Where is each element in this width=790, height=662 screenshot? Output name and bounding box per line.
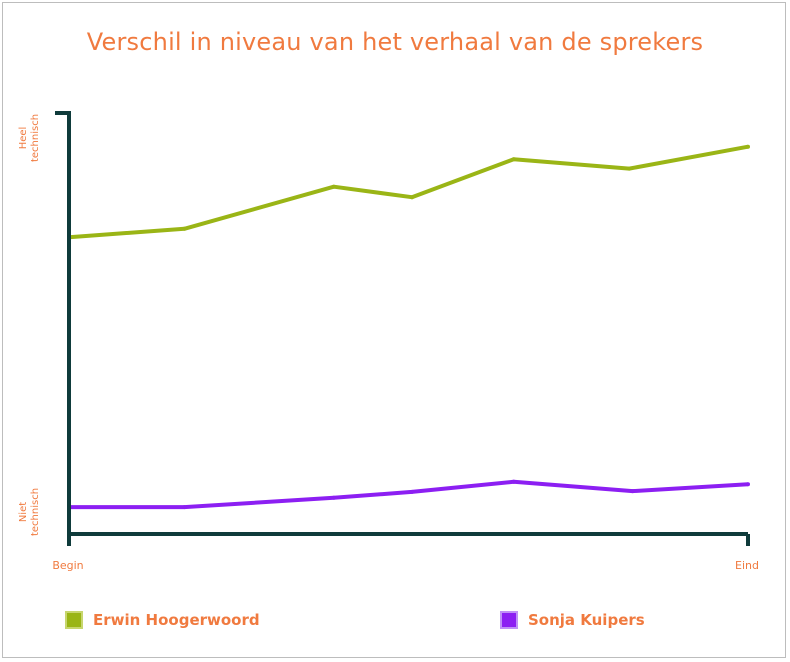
legend-label-sonja: Sonja Kuipers	[528, 611, 645, 629]
series-1-point-4	[511, 479, 516, 484]
series-1-point-5	[630, 489, 635, 494]
series-1-point-2	[331, 495, 336, 500]
y-axis-top-label-line-1: technisch	[30, 114, 41, 162]
y-axis-bottom-label: Niettechnisch	[18, 488, 41, 536]
legend-swatch-sonja	[500, 611, 518, 629]
series-0-point-1	[182, 226, 187, 231]
series-0-point-2	[331, 184, 336, 189]
y-axis-bottom-label-line-1: technisch	[30, 488, 41, 536]
legend-item-sonja: Sonja Kuipers	[500, 611, 645, 629]
chart-title: Verschil in niveau van het verhaal van d…	[86, 28, 704, 56]
series-line-0	[68, 144, 749, 240]
legend-item-erwin: Erwin Hoogerwoord	[65, 611, 260, 629]
x-axis-end-label: Eind	[735, 559, 759, 572]
series-0-point-3	[409, 195, 414, 200]
legend-swatch-erwin	[65, 611, 83, 629]
series-1-point-1	[182, 505, 187, 510]
series-0-point-4	[511, 157, 516, 162]
series-0-point-6	[746, 144, 750, 149]
series-line-1	[69, 479, 749, 510]
legend-label-erwin: Erwin Hoogerwoord	[93, 611, 260, 629]
y-axis-bottom-label-line-0: Niet	[18, 502, 29, 522]
y-axis-top-label-line-0: Heel	[18, 127, 29, 150]
y-axis-top-label: Heeltechnisch	[18, 114, 41, 162]
series-0-point-5	[627, 166, 632, 171]
series-1-point-6	[746, 482, 750, 487]
series-1-point-3	[409, 489, 414, 494]
x-axis-start-label: Begin	[52, 559, 83, 572]
